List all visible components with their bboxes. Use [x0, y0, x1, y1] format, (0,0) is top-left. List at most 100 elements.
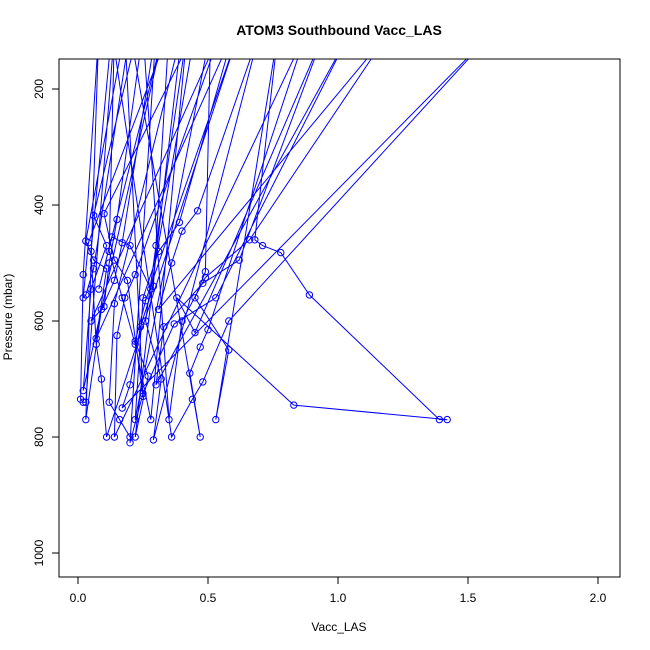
data-point	[165, 415, 173, 424]
data-point	[179, 28, 185, 34]
data-point	[139, 389, 147, 398]
data-point	[191, 328, 199, 337]
data-point	[186, 369, 194, 377]
y-tick-label: 800	[32, 427, 46, 447]
data-point	[115, 415, 124, 424]
data-point	[97, 375, 106, 383]
data-point	[149, 436, 158, 444]
data-point	[251, 236, 259, 244]
x-tick-label: 1.5	[460, 591, 477, 605]
data-point	[178, 317, 186, 325]
data-point	[95, 285, 103, 293]
data-point	[184, 28, 190, 34]
data-point	[144, 372, 152, 380]
data-point	[118, 404, 126, 412]
data-point	[152, 381, 160, 389]
data-point	[192, 28, 198, 34]
data-point	[126, 439, 134, 447]
data-point	[201, 273, 210, 282]
y-tick-label: 400	[32, 195, 46, 215]
data-point	[89, 211, 98, 220]
data-point	[160, 323, 168, 331]
data-point	[139, 392, 147, 401]
data-point	[109, 28, 115, 34]
chart-title: ATOM3 Southbound Vacc_LAS	[236, 22, 442, 38]
data-point	[191, 294, 199, 302]
data-point	[178, 227, 186, 235]
y-tick-label: 1000	[32, 539, 46, 566]
data-point	[170, 320, 178, 328]
series-layer	[76, 28, 497, 447]
data-point	[147, 415, 155, 424]
x-tick-label: 1.0	[330, 591, 347, 605]
data-point	[491, 28, 497, 34]
data-point	[212, 415, 220, 424]
data-point	[157, 375, 165, 383]
data-point	[87, 247, 95, 256]
data-point	[126, 433, 134, 441]
data-point	[79, 270, 87, 279]
x-tick-label: 0.5	[200, 591, 217, 605]
data-point	[87, 285, 95, 293]
data-point	[245, 236, 254, 244]
data-point	[118, 239, 126, 247]
data-point	[154, 305, 163, 314]
series-line	[80, 59, 470, 443]
data-point	[196, 433, 204, 441]
data-point	[149, 282, 158, 290]
data-point	[82, 398, 90, 406]
x-axis: 0.0 0.5 1.0 1.5 2.0	[70, 577, 607, 605]
data-point	[82, 415, 90, 424]
data-point	[153, 28, 159, 34]
x-axis-label: Vacc_LAS	[311, 620, 366, 634]
data-point	[212, 294, 220, 302]
x-tick-label: 2.0	[590, 591, 607, 605]
data-point	[105, 398, 113, 406]
data-point	[140, 28, 146, 34]
data-point	[152, 241, 160, 250]
data-point	[201, 268, 210, 276]
y-tick-label: 600	[32, 311, 46, 331]
data-point	[79, 386, 87, 395]
data-point	[204, 326, 212, 334]
data-point	[110, 299, 119, 308]
data-point	[188, 395, 197, 403]
data-point	[113, 215, 121, 224]
data-point	[113, 331, 121, 340]
data-point	[131, 337, 139, 345]
data-point	[258, 241, 267, 250]
y-axis: 200 400 600 800 1000	[32, 79, 59, 566]
data-point	[218, 28, 224, 34]
data-point	[136, 323, 145, 331]
data-point	[173, 294, 181, 302]
data-point	[131, 415, 139, 424]
data-point	[121, 294, 129, 302]
data-point	[141, 317, 150, 325]
data-point	[89, 265, 98, 273]
data-point	[161, 28, 167, 34]
data-point	[199, 378, 207, 386]
data-point	[131, 270, 139, 279]
data-point	[235, 256, 243, 264]
data-point	[79, 294, 87, 302]
data-point	[277, 248, 285, 257]
y-axis-label: Pressure (mbar)	[1, 274, 15, 361]
data-point	[92, 334, 100, 343]
data-point	[100, 210, 108, 218]
data-point	[126, 241, 134, 250]
data-point	[84, 239, 93, 247]
data-point	[193, 207, 202, 215]
y-tick-label: 200	[32, 79, 46, 99]
data-point	[110, 433, 119, 441]
data-point	[225, 317, 233, 325]
data-point	[127, 28, 133, 34]
data-point	[111, 28, 117, 34]
data-point	[105, 259, 113, 267]
data-point	[79, 398, 87, 406]
data-point	[87, 317, 95, 325]
data-point	[135, 28, 141, 34]
x-tick-label: 0.0	[70, 591, 87, 605]
data-point	[131, 340, 139, 348]
data-point	[207, 28, 213, 34]
